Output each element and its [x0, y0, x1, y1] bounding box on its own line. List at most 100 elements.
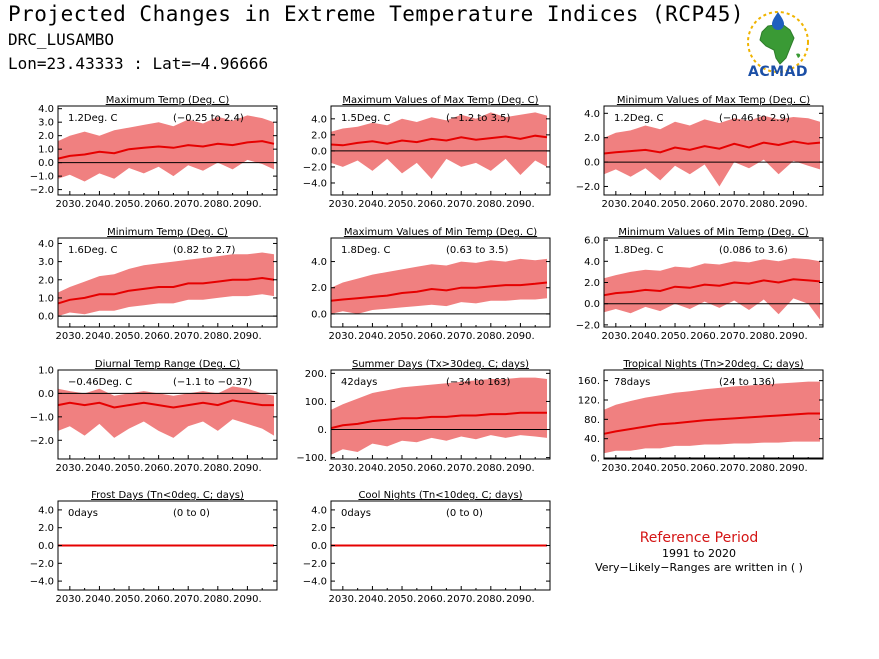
x-tick-label: 2060. [144, 331, 173, 342]
median-value-label: 1.8Deg. C [341, 245, 390, 256]
median-line [57, 399, 274, 409]
y-tick-label: 0.0 [38, 541, 54, 552]
x-tick-label: 2080. [749, 463, 778, 474]
x-tick-label: 2080. [203, 331, 232, 342]
x-tick-label: 2080. [476, 594, 505, 605]
very-likely-range-label: (−0.46 to 2.9) [719, 113, 790, 124]
very-likely-range-label: (24 to 136) [719, 377, 775, 388]
x-tick-label: 2040. [631, 331, 660, 342]
very-likely-range-label: (−1.1 to −0.37) [173, 377, 252, 388]
x-tick-label: 2090. [233, 463, 262, 474]
y-tick-label: 1.0 [38, 293, 54, 304]
x-tick-label: 2030. [56, 594, 85, 605]
x-tick-label: 2030. [329, 331, 358, 342]
chart-title: Minimum Temp (Deg. C) [107, 227, 228, 238]
median-line [57, 140, 275, 160]
x-tick-label: 2070. [447, 331, 476, 342]
range-band [604, 258, 820, 320]
median-line [330, 134, 548, 147]
y-tick-label: 3.0 [38, 118, 54, 129]
x-tick-label: 2060. [144, 463, 173, 474]
x-tick-label: 2030. [329, 594, 358, 605]
y-tick-label: 6.0 [584, 236, 600, 247]
y-tick-label: 2.0 [584, 278, 600, 289]
x-tick-label: 2030. [602, 199, 631, 210]
x-tick-label: 2030. [602, 463, 631, 474]
y-tick-label: 0.0 [311, 146, 327, 157]
x-tick-label: 2050. [661, 331, 690, 342]
very-likely-range-label: (−1.2 to 3.5) [446, 113, 510, 124]
chart-title: Diurnal Temp Range (Deg. C) [95, 359, 240, 370]
x-tick-label: 2060. [417, 199, 446, 210]
range-band [58, 115, 274, 182]
range-band [604, 381, 820, 454]
chart-panel-8: −100. 0. 100. 200. 2030. 2040. 2050. 2060. 2070.… [296, 359, 551, 474]
x-tick-label: 2070. [174, 199, 203, 210]
y-tick-label: −2.0 [30, 559, 54, 570]
x-tick-label: 2040. [358, 463, 387, 474]
very-likely-range-label: (−0.25 to 2.4) [173, 113, 244, 124]
y-tick-label: 80. [584, 415, 600, 426]
x-tick-label: 2080. [476, 199, 505, 210]
y-tick-label: −2.0 [303, 559, 327, 570]
median-line [330, 281, 548, 302]
median-value-label: 1.6Deg. C [68, 245, 117, 256]
x-tick-label: 2030. [56, 463, 85, 474]
x-tick-label: 2080. [749, 331, 778, 342]
x-tick-label: 2040. [85, 331, 114, 342]
y-tick-label: 2.0 [584, 133, 600, 144]
median-value-label: 0days [341, 508, 371, 519]
very-likely-range-label: (0.086 to 3.6) [719, 245, 788, 256]
y-tick-label: 200. [305, 369, 327, 380]
y-tick-label: 4.0 [38, 104, 54, 115]
x-tick-label: 2070. [720, 463, 749, 474]
logo-text: ACMAD [748, 64, 808, 80]
x-tick-label: 2090. [779, 199, 808, 210]
x-tick-label: 2040. [85, 463, 114, 474]
y-tick-label: −2.0 [30, 436, 54, 447]
chart-panel-6: −2.0 0.0 2.0 4.0 6.0 2030. 2040. 2050. 2060. 2070… [576, 227, 824, 342]
very-likely-range-label: (0 to 0) [446, 508, 483, 519]
africa-shape [759, 23, 795, 65]
very-likely-range-label: (0 to 0) [173, 508, 210, 519]
y-tick-label: 2.0 [38, 275, 54, 286]
range-band [58, 252, 274, 317]
y-tick-label: 0. [590, 454, 600, 465]
x-tick-label: 2030. [329, 199, 358, 210]
x-tick-label: 2080. [203, 199, 232, 210]
range-band [58, 386, 274, 438]
y-tick-label: 40. [584, 434, 600, 445]
y-tick-label: 4.0 [38, 239, 54, 250]
range-band [331, 112, 547, 179]
plot-frame [57, 105, 278, 196]
y-tick-label: 0.0 [38, 389, 54, 400]
x-tick-label: 2050. [388, 199, 417, 210]
y-tick-label: 0.0 [311, 541, 327, 552]
y-tick-label: 0. [317, 425, 327, 436]
y-tick-label: 4.0 [584, 109, 600, 120]
africa-map-with-drop-logo [747, 11, 809, 73]
x-tick-label: 2070. [720, 199, 749, 210]
y-tick-label: 0.0 [38, 158, 54, 169]
x-tick-label: 2070. [174, 594, 203, 605]
x-tick-label: 2050. [115, 199, 144, 210]
plot-frame [330, 369, 551, 460]
plot-frame [330, 237, 551, 328]
plot-frame [57, 237, 278, 328]
chart-title: Summer Days (Tx>30deg. C; days) [352, 359, 529, 370]
y-tick-label: 160. [578, 376, 600, 387]
y-tick-label: 4.0 [311, 505, 327, 516]
median-value-label: −0.46Deg. C [68, 377, 132, 388]
reference-period-title: Reference Period [639, 530, 759, 546]
x-tick-label: 2030. [329, 463, 358, 474]
x-tick-label: 2040. [631, 463, 660, 474]
x-tick-label: 2090. [779, 463, 808, 474]
y-tick-label: 120. [578, 395, 600, 406]
median-value-label: 1.5Deg. C [341, 113, 390, 124]
median-value-label: 1.2Deg. C [68, 113, 117, 124]
x-tick-label: 2070. [447, 463, 476, 474]
plot-frame [603, 369, 824, 460]
acmad-logo [747, 11, 809, 73]
x-tick-label: 2060. [144, 199, 173, 210]
chart-panel-10: −4.0 −2.0 0.0 2.0 4.0 2030. 2040. 2050. 2060. 207… [30, 490, 278, 605]
